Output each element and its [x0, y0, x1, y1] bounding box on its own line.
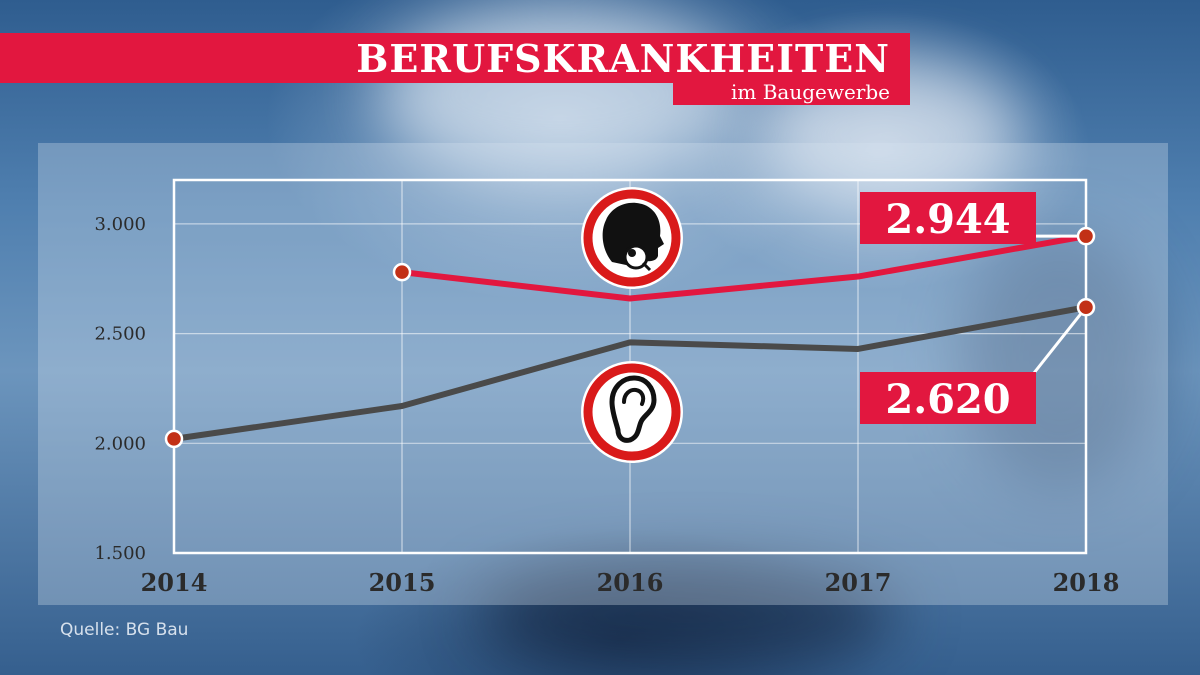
y-tick-label: 2.000	[94, 433, 146, 454]
x-tick-label: 2015	[369, 568, 436, 597]
value-label: 2.944	[885, 196, 1010, 243]
data-point-marker	[164, 429, 184, 449]
chart-subtitle: im Baugewerbe	[730, 80, 890, 104]
x-tick-label: 2016	[597, 568, 664, 597]
subtitle-banner: im Baugewerbe	[673, 79, 910, 105]
title-banner: BERUFSKRANKHEITEN	[0, 33, 910, 83]
x-tick-label: 2017	[825, 568, 892, 597]
y-tick-label: 1.500	[94, 543, 146, 564]
ear-hearing-loss-icon	[581, 361, 683, 463]
value-label-box	[860, 192, 1036, 244]
x-tick-label: 2014	[141, 568, 208, 597]
y-tick-label: 3.000	[94, 214, 146, 235]
y-tick-label: 2.500	[94, 324, 146, 345]
value-label: 2.620	[885, 376, 1010, 423]
chart-title: BERUFSKRANKHEITEN	[356, 35, 890, 81]
data-point-marker	[1076, 226, 1096, 246]
data-point-marker	[392, 262, 412, 282]
data-point-marker	[1076, 298, 1096, 317]
series-line-2	[171, 304, 1089, 442]
x-tick-label: 2018	[1053, 568, 1120, 597]
lung-disease-icon	[581, 187, 683, 289]
value-label-connector	[1028, 306, 1088, 379]
value-label-box	[860, 372, 1036, 424]
source-note: Quelle: BG Bau	[60, 620, 189, 640]
series-line-1	[399, 233, 1089, 302]
